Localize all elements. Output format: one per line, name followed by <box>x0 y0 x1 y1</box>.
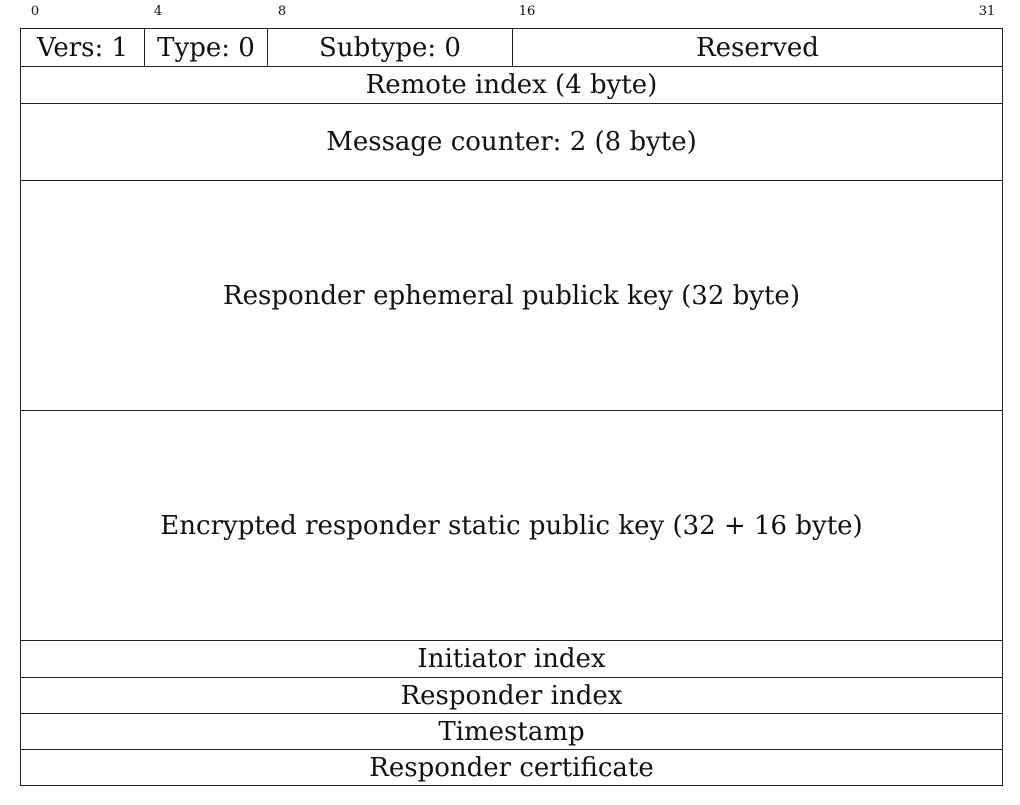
reserved-field: Reserved <box>512 29 1002 66</box>
static-key-field: Encrypted responder static public key (3… <box>160 510 863 541</box>
bit-position-ruler: 0 4 8 16 31 <box>0 4 1020 24</box>
bit-label-4: 4 <box>153 4 163 19</box>
subtype-field: Subtype: 0 <box>267 29 512 66</box>
static-key-row: Encrypted responder static public key (3… <box>21 411 1002 641</box>
remote-index-field: Remote index (4 byte) <box>365 70 658 100</box>
certificate-row: Responder certificate <box>21 750 1002 785</box>
remote-index-row: Remote index (4 byte) <box>21 67 1002 104</box>
ephemeral-key-field: Responder ephemeral publick key (32 byte… <box>223 280 800 311</box>
responder-certificate-field: Responder certificate <box>369 752 654 783</box>
packet-format-diagram: Vers: 1 Type: 0 Subtype: 0 Reserved Remo… <box>20 28 1003 786</box>
header-row: Vers: 1 Type: 0 Subtype: 0 Reserved <box>21 29 1002 67</box>
responder-index-field: Responder index <box>400 680 623 711</box>
version-field: Vers: 1 <box>36 32 129 63</box>
initiator-index-row: Initiator index <box>21 641 1002 678</box>
ephemeral-key-row: Responder ephemeral publick key (32 byte… <box>21 181 1002 411</box>
bit-label-8: 8 <box>277 4 287 19</box>
timestamp-field: Timestamp <box>438 716 585 747</box>
bit-label-0: 0 <box>30 4 40 19</box>
message-counter-field: Message counter: 2 (8 byte) <box>326 127 697 157</box>
initiator-index-field: Initiator index <box>417 644 606 674</box>
type-field: Type: 0 <box>144 29 267 66</box>
bit-label-31: 31 <box>978 4 996 19</box>
timestamp-row: Timestamp <box>21 714 1002 750</box>
bit-label-16: 16 <box>518 4 536 19</box>
message-counter-row: Message counter: 2 (8 byte) <box>21 104 1002 181</box>
responder-index-row: Responder index <box>21 678 1002 714</box>
